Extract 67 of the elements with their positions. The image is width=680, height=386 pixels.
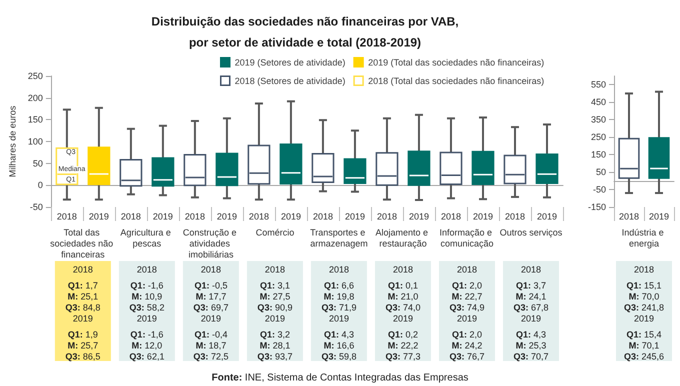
text: 2019 Q1: 2,0 M: 24,2 Q3: 76,7	[449, 314, 484, 362]
text: 2018 Q1: -0,5 M: 17,7 Q3: 69,7	[193, 264, 228, 312]
legend-label: 2019 (Setores de atividade)	[234, 57, 346, 68]
text: 2018 Q1: -1,6 M: 10,9 Q3: 58,2	[129, 264, 164, 312]
x-tick-label: 2019	[216, 212, 237, 222]
y-tick-label: 350	[590, 114, 606, 125]
text: Indústria e energia	[622, 228, 666, 248]
x-tick-label: 2018	[618, 212, 640, 222]
text: 2019 Q1: 0,2 M: 22,2 Q3: 77,3	[385, 314, 420, 362]
x-tick-label: 2019	[408, 212, 429, 222]
x-tick-label: 2018	[248, 212, 269, 222]
text: 2018 Q1: 6,6 M: 19,8 Q3: 71,9	[321, 264, 356, 312]
y-tick-label: 150	[28, 114, 43, 125]
legend-label: 2018 (Total das sociedades não financeiras)	[368, 76, 544, 86]
text: Comércio	[256, 228, 294, 238]
y-tick-label: -50	[593, 184, 606, 195]
x-tick-label: 2019	[536, 212, 558, 222]
y-tick-label: 550	[590, 80, 606, 90]
text: 2019 Q1: -1,6 M: 12,0 Q3: 62,1	[129, 314, 164, 362]
x-tick-label: 2019	[472, 212, 494, 222]
x-tick-label: 2018	[440, 212, 461, 222]
y-tick-label: 150	[590, 150, 606, 160]
y-axis-title: Milhares de euros	[8, 105, 18, 178]
y-tick-label: -50	[30, 202, 43, 212]
text: Agricultura e pescas	[120, 228, 174, 248]
text: 2019 Q1: -0,4 M: 18,7 Q3: 72,5	[193, 314, 228, 362]
chart-title: Distribuição das sociedades não financeiras por VAB, por setor de atividade e total (2018-2019)	[151, 14, 459, 50]
text: 2018 Q1: 15,1 M: 70,0 Q3: 241,8	[624, 264, 664, 312]
y-tick-label: 250	[590, 132, 606, 142]
text: Informação e comunicação	[439, 228, 494, 248]
x-tick-label: 2018	[376, 212, 397, 222]
text: Total das sociedades não financeiras	[50, 228, 116, 260]
source-note: Fonte: INE, Sistema de Contas Integradas das Empresas	[212, 372, 468, 384]
text: Outros serviços	[500, 228, 563, 238]
text: 2019 Q1: 3,2 M: 28,1 Q3: 93,7	[257, 314, 292, 362]
y-tick-label: -150	[588, 202, 606, 212]
legend-label: 2019 (Total das sociedades não financeiras)	[368, 57, 544, 68]
y-tick-label: 0	[38, 180, 43, 190]
text: Alojamento e restauração	[375, 228, 430, 248]
y-tick-label: 100	[28, 136, 43, 146]
text: 2018 Q1: 1,7 M: 25,1 Q3: 84,8	[65, 264, 100, 312]
text: Construção e atividades imobiliárias	[182, 228, 239, 260]
x-tick-label: 2019	[152, 212, 173, 222]
text: 2018 Q1: 2,0 M: 22,7 Q3: 74,9	[449, 264, 484, 312]
text: 2019 Q1: 15,4 M: 70,1 Q3: 245,6	[624, 314, 664, 362]
text: 2019 Q1: 4,3 M: 25,3 Q3: 70,7	[513, 314, 549, 362]
y-tick-label: 50	[32, 158, 43, 168]
y-tick-label: 450	[590, 97, 606, 108]
text: Transportes e armazenagem	[310, 228, 368, 248]
x-tick-label: 2019	[88, 212, 109, 222]
text: 2019 Q1: 4,3 M: 16,6 Q3: 59,8	[321, 314, 356, 362]
text: 2019 Q1: 1,9 M: 25,7 Q3: 86,5	[65, 314, 100, 362]
x-tick-label: 2018	[120, 212, 141, 222]
x-tick-label: 2018	[504, 212, 526, 222]
legend-label: 2018 (Setores de atividade)	[234, 76, 346, 86]
x-tick-label: 2018	[56, 212, 77, 222]
text: 2018 Q1: 3,1 M: 27,5 Q3: 90,9	[257, 264, 292, 312]
x-tick-label: 2018	[184, 212, 205, 222]
x-tick-label: 2019	[280, 212, 301, 222]
x-tick-label: 2019	[648, 212, 670, 222]
x-tick-label: 2018	[312, 212, 333, 222]
text: 2018 Q1: 3,7 M: 24,1 Q3: 67,8	[513, 264, 549, 312]
x-tick-label: 2019	[344, 212, 365, 222]
y-tick-label: 250	[28, 71, 43, 81]
text: 2018 Q1: 0,1 M: 21,0 Q3: 74,0	[385, 264, 420, 312]
y-tick-label: 200	[28, 92, 43, 103]
y-tick-label: 50	[596, 167, 606, 178]
